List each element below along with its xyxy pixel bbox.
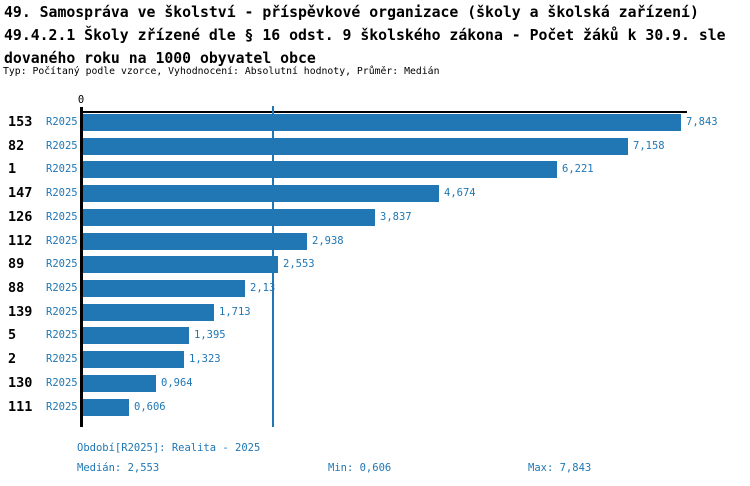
row-index-label: 147 — [8, 185, 33, 202]
bar-value-label: 0,964 — [161, 376, 193, 389]
row-series-label: R2025 — [46, 282, 78, 295]
x-axis-top-line — [80, 111, 687, 113]
bar-value-label: 1,323 — [189, 353, 221, 366]
chart-row: 88 R2025 2,13 — [0, 280, 750, 298]
bar — [83, 161, 557, 179]
footer-min-label: Min: 0,606 — [328, 462, 392, 474]
row-series-label: R2025 — [46, 329, 78, 342]
chart-title-line-1: 49. Samospráva ve školství - příspěvkové… — [4, 4, 699, 21]
row-series-label: R2025 — [46, 187, 78, 200]
chart-row: 82 R2025 7,158 — [0, 137, 750, 155]
bar — [83, 137, 628, 155]
bar-value-label: 2,13 — [250, 282, 276, 295]
x-axis-zero-label: 0 — [77, 94, 85, 106]
row-series-label: R2025 — [46, 400, 78, 413]
bar-value-label: 1,713 — [219, 305, 251, 318]
row-series-label: R2025 — [46, 116, 78, 128]
chart-row: 1 R2025 6,221 — [0, 161, 750, 179]
bar-value-label: 0,606 — [134, 400, 166, 413]
bar-value-label: 2,938 — [312, 234, 344, 247]
row-index-label: 5 — [8, 327, 17, 344]
row-index-label: 88 — [8, 280, 25, 297]
bar — [83, 280, 245, 298]
bar — [83, 374, 156, 392]
bar — [83, 398, 129, 416]
chart-title-line-3: dovaného roku na 1000 obyvatel obce — [4, 50, 316, 67]
chart-row: 89 R2025 2,553 — [0, 256, 750, 274]
chart-subtitle: Typ: Počítaný podle vzorce, Vyhodnocení:… — [3, 66, 440, 77]
bar-value-label: 6,221 — [562, 163, 594, 176]
row-index-label: 153 — [8, 114, 33, 130]
row-series-label: R2025 — [46, 258, 78, 271]
bar-value-label: 7,843 — [686, 116, 718, 128]
row-index-label: 126 — [8, 208, 33, 225]
chart-title-line-2: 49.4.2.1 Školy zřízené dle § 16 odst. 9 … — [4, 27, 726, 44]
bar-value-label: 3,837 — [380, 210, 412, 223]
row-series-label: R2025 — [46, 305, 78, 318]
chart-row: 147 R2025 4,674 — [0, 185, 750, 203]
chart-row: 112 R2025 2,938 — [0, 232, 750, 250]
chart-row: 153 R2025 7,843 — [0, 114, 750, 131]
row-index-label: 139 — [8, 303, 33, 320]
row-index-label: 112 — [8, 232, 33, 249]
bar — [83, 327, 189, 345]
footer-max-label: Max: 7,843 — [528, 462, 592, 474]
bar — [83, 208, 375, 226]
chart-row: 111 R2025 0,606 — [0, 398, 750, 416]
chart-row: 2 R2025 1,323 — [0, 351, 750, 369]
chart-row: 130 R2025 0,964 — [0, 374, 750, 392]
bar-value-label: 2,553 — [283, 258, 315, 271]
y-axis-line — [80, 107, 83, 427]
bar — [83, 303, 214, 321]
row-series-label: R2025 — [46, 163, 78, 176]
bar — [83, 232, 307, 250]
chart-row: 126 R2025 3,837 — [0, 208, 750, 226]
row-index-label: 130 — [8, 374, 33, 391]
row-index-label: 1 — [8, 161, 17, 178]
row-series-label: R2025 — [46, 139, 78, 152]
bar-value-label: 7,158 — [633, 139, 665, 152]
footer-period-label: Období[R2025]: Realita - 2025 — [77, 442, 261, 454]
bar — [83, 351, 184, 369]
bar-value-label: 4,674 — [444, 187, 476, 200]
bar — [83, 256, 278, 274]
bar-value-label: 1,395 — [194, 329, 226, 342]
row-series-label: R2025 — [46, 234, 78, 247]
row-series-label: R2025 — [46, 210, 78, 223]
row-index-label: 2 — [8, 351, 17, 368]
chart-row: 5 R2025 1,395 — [0, 327, 750, 345]
row-index-label: 82 — [8, 137, 25, 154]
bar — [83, 185, 439, 203]
footer-median-label: Medián: 2,553 — [77, 462, 160, 474]
chart-row: 139 R2025 1,713 — [0, 303, 750, 321]
row-series-label: R2025 — [46, 353, 78, 366]
bar — [83, 114, 681, 131]
row-index-label: 89 — [8, 256, 25, 273]
row-index-label: 111 — [8, 398, 33, 415]
row-series-label: R2025 — [46, 376, 78, 389]
